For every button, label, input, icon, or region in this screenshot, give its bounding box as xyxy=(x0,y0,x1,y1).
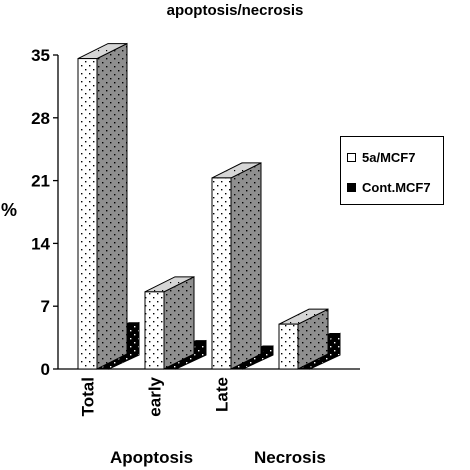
y-tick-label: 7 xyxy=(41,297,50,316)
bar-5a-mcf7 xyxy=(278,308,329,370)
y-tick-label: 0 xyxy=(41,360,50,379)
legend-item-series-2: Cont.MCF7 xyxy=(347,177,431,197)
y-tick-label: 14 xyxy=(31,234,50,253)
legend-swatch-black xyxy=(347,182,356,192)
legend-item-series-1: 5a/MCF7 xyxy=(347,147,415,167)
bar-front-face xyxy=(278,323,299,370)
chart-title: apoptosis/necrosis xyxy=(166,2,304,19)
bar-side-face xyxy=(230,162,262,370)
bar-5a-mcf7 xyxy=(77,42,128,370)
bar-front-face xyxy=(77,58,98,370)
bar-side-face xyxy=(163,276,195,370)
group-label-apoptosis: Apoptosis xyxy=(110,448,194,467)
group-label-necrosis: Necrosis xyxy=(254,448,326,467)
bar-5a-mcf7 xyxy=(144,276,195,370)
x-tick-label: early xyxy=(146,376,165,416)
bar-side-face xyxy=(96,42,128,370)
bar-front-face xyxy=(211,177,232,370)
legend-swatch-white xyxy=(347,152,356,162)
x-tick-label: Late xyxy=(213,377,232,412)
bar-front-face xyxy=(144,291,165,370)
y-tick-label: 21 xyxy=(31,172,50,191)
legend-label: Cont.MCF7 xyxy=(362,179,431,195)
legend-label: 5a/MCF7 xyxy=(362,149,416,165)
bar-5a-mcf7 xyxy=(211,162,262,370)
x-tick-label: Total xyxy=(79,377,98,416)
y-tick-label: 28 xyxy=(31,109,50,128)
legend: 5a/MCF7 Cont.MCF7 xyxy=(340,136,444,205)
y-axis-label: % xyxy=(1,200,18,220)
y-tick-label: 35 xyxy=(31,46,50,65)
